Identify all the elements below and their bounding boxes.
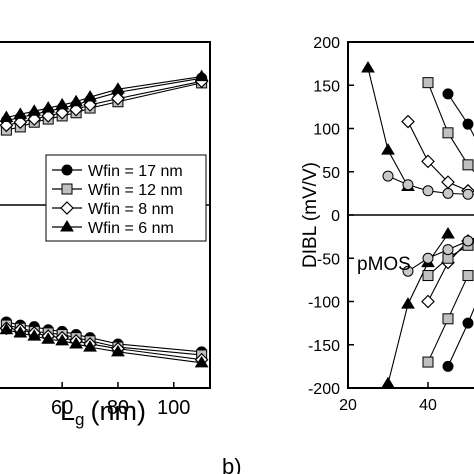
panel-label-b: b) [222,454,242,474]
annotation-pmos: pMOS [357,254,411,275]
left-data-point [41,101,56,113]
left-data-point [69,102,83,117]
right-series-group [361,60,474,389]
right-data-point [402,179,414,191]
right-y-tick-label: 150 [313,78,340,95]
left-data-point [13,115,28,130]
left-data-point [83,98,97,112]
left-data-point [0,110,14,122]
right-data-point [462,235,474,247]
right-data-point [442,360,454,372]
right-data-point [422,77,434,89]
legend-items: Wfin = 17 nm Wfin = 12 nm Wfin = 8 nm Wfin … [52,163,183,237]
left-plot-frame [0,41,211,389]
left-data-point [55,333,70,346]
right-y-tick-label: -100 [308,295,340,312]
right-data-point [401,114,415,129]
legend-label: Wfin = 17 nm [88,163,183,180]
right-data-point [422,270,434,282]
right-data-point [402,265,414,277]
right-x-ticks: 20 40 [339,382,437,414]
left-data-point [69,336,83,349]
right-x-tick-label: 20 [339,397,357,414]
left-x-tick-label: 100 [157,397,190,419]
left-data-point [55,97,70,110]
left-data-point [13,107,28,119]
left-data-point [83,340,97,352]
right-y-tick-label: -200 [308,381,340,398]
left-x-tick-label: 80 [107,397,129,419]
legend-label: Wfin = 6 nm [88,220,174,237]
legend-marker [61,164,73,176]
left-data-point [27,104,42,116]
right-data-point [442,244,454,256]
right-data-point [441,227,455,239]
right-data-point [462,159,474,171]
right-data-point [422,185,434,197]
left-data-point [27,112,42,126]
right-data-point [381,376,395,389]
right-data-point [442,127,454,139]
left-data-point [41,109,56,123]
right-data-point [401,297,415,309]
right-y-tick-label: 0 [331,208,340,225]
left-data-point [55,105,70,120]
left-data-point [111,82,125,94]
right-y-tick-label: -50 [317,251,340,268]
right-series-line [367,67,409,187]
right-y-axis-label: DIBL (mV/V) [300,162,321,268]
right-data-point [462,270,474,282]
right-x-tick-label: 40 [419,397,437,414]
legend-marker [61,183,73,195]
right-series-line [407,121,469,192]
right-data-point [381,143,395,155]
left-x-ticks: 60 80 100 [51,382,190,419]
right-y-tick-label: 50 [322,165,340,182]
left-data-point [41,332,56,344]
legend-marker [60,201,74,215]
right-series-line [427,82,474,173]
right-data-point [462,118,474,130]
right-y-tick-label: 100 [313,122,340,139]
left-x-axis-label-main: L [60,396,75,426]
left-data-point [111,91,125,106]
left-data-point [194,355,209,368]
left-data-point [27,329,42,341]
right-y-tick-label: -150 [308,338,340,355]
left-x-tick-label: 60 [51,397,73,419]
left-series-group [0,69,209,368]
right-data-point [361,60,375,73]
left-x-axis-label-sub: g [75,410,84,429]
left-data-point [83,90,97,102]
left-data-point [13,325,28,338]
legend-label: Wfin = 8 nm [88,201,174,218]
right-data-point [422,252,434,264]
right-data-point [422,356,434,368]
legend-marker [60,220,74,232]
left-x-axis-label-unit: (nm) [91,396,147,426]
right-y-tick-label: 200 [313,35,340,52]
left-x-axis-label: Lg (nm) [60,396,146,429]
left-data-point [0,118,14,133]
right-data-point [421,294,435,309]
right-y-ticks: -200 -150 -100 -50 0 50 100 150 200 [308,35,354,398]
left-data-point [69,94,83,107]
left-data-point [111,344,125,357]
right-data-point [421,154,435,169]
legend: Wfin = 17 nm Wfin = 12 nm Wfin = 8 nm Wfin … [45,154,207,242]
right-data-point [442,187,454,199]
right-data-point [382,170,394,182]
legend-label: Wfin = 12 nm [88,182,183,199]
right-data-point [462,188,474,200]
right-data-point [442,88,454,100]
left-data-point [0,322,14,335]
left-data-point [194,69,209,82]
right-data-point [462,317,474,329]
right-data-point [442,313,454,325]
right-series-line [387,233,449,384]
